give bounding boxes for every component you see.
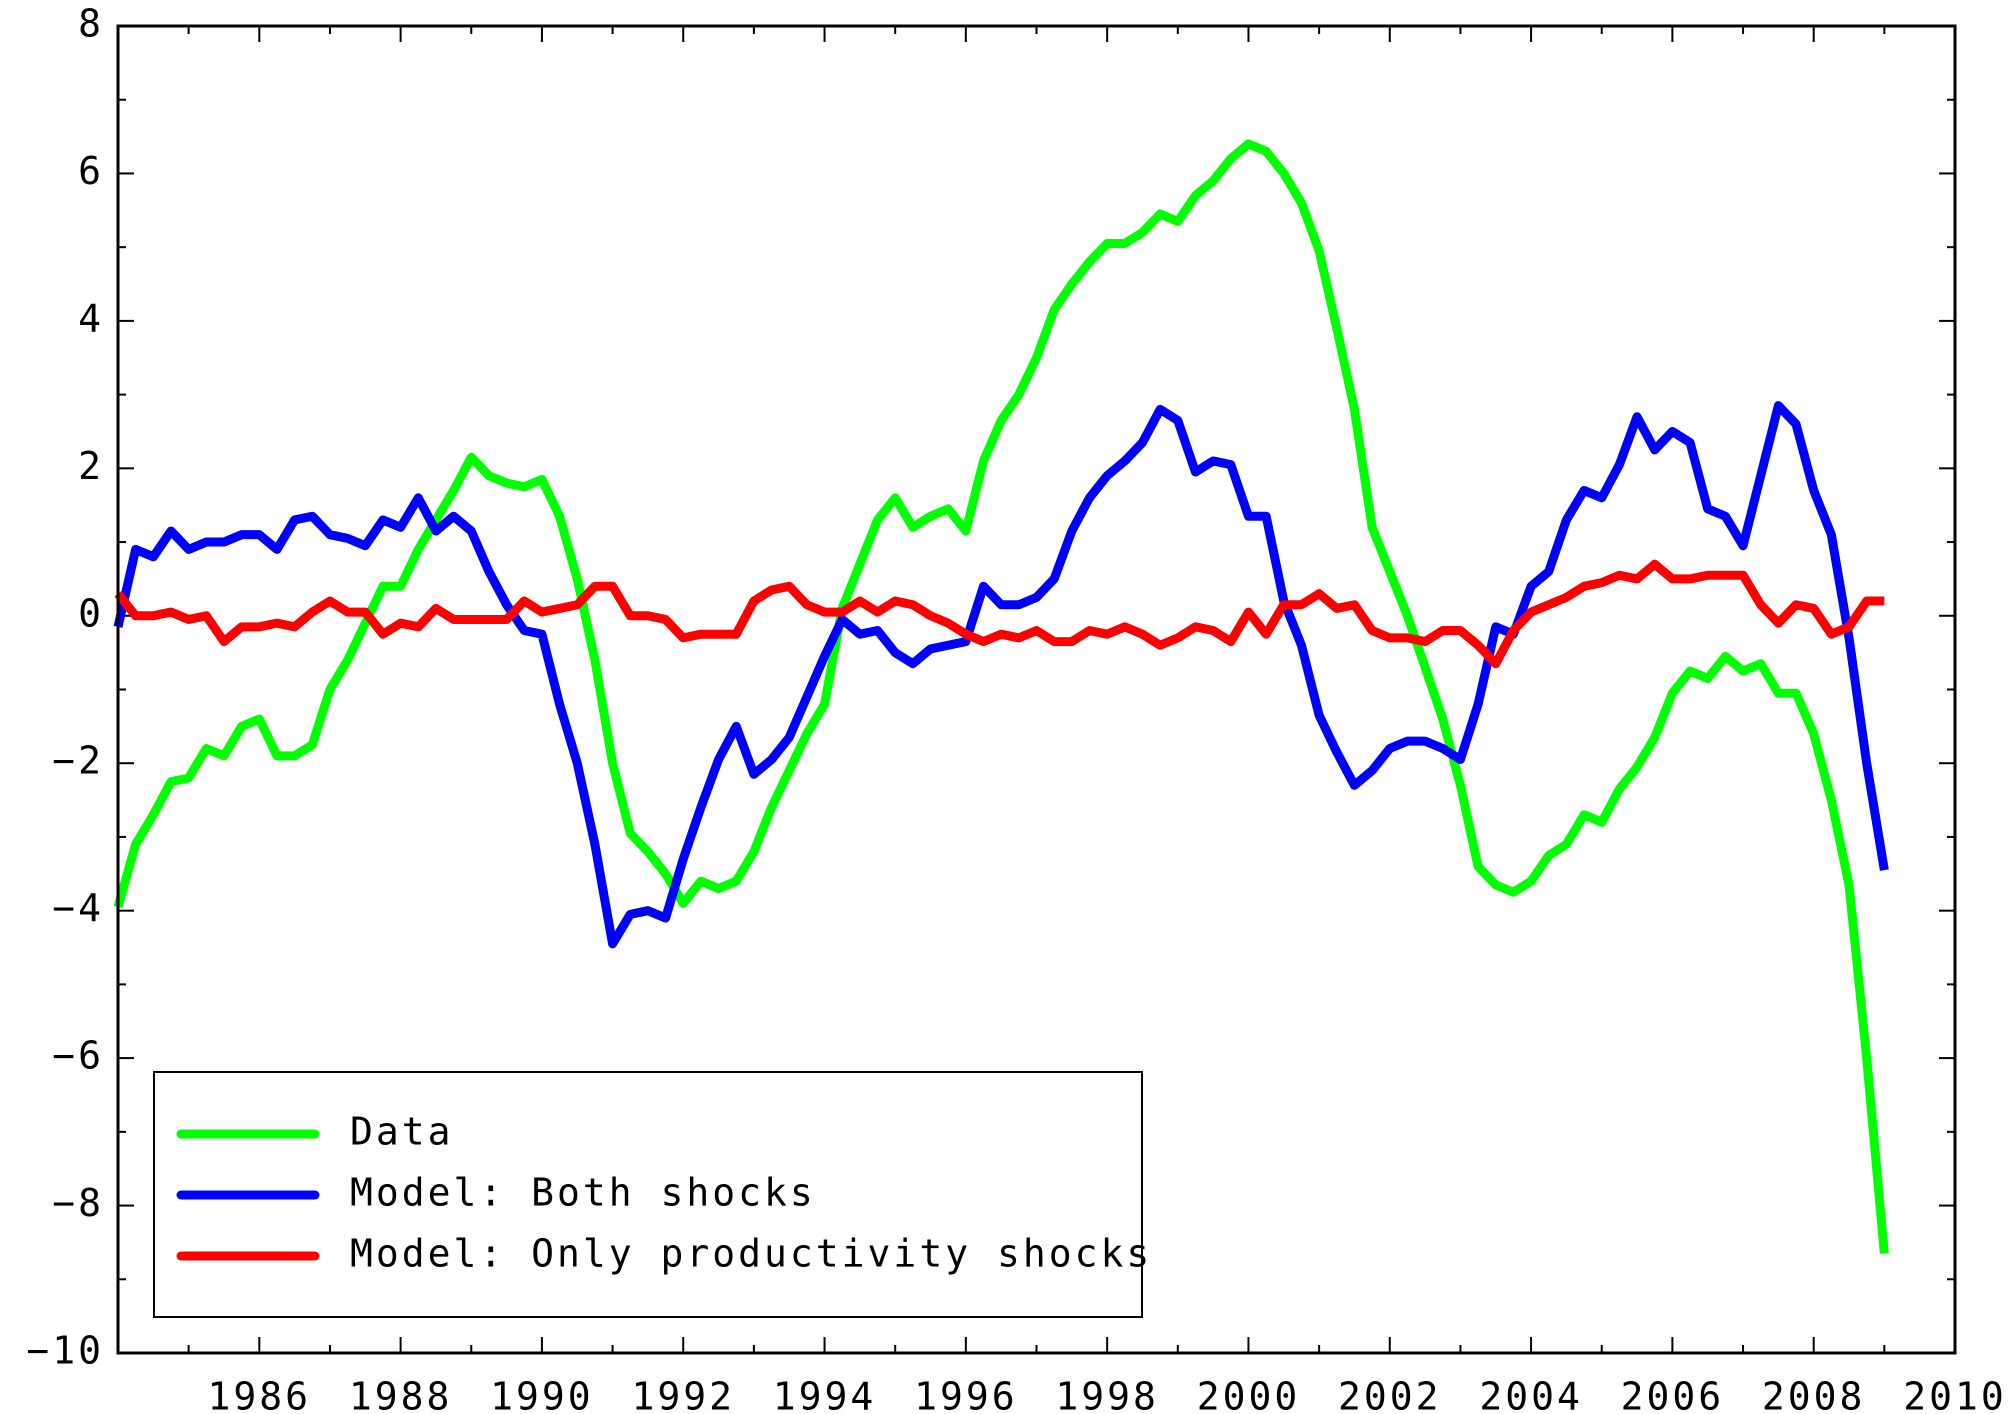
x-tick-label: 1986 <box>208 1375 312 1414</box>
x-tick-label: 1988 <box>349 1375 453 1414</box>
legend-label: Model: Only productivity shocks <box>350 1232 1152 1276</box>
x-tick-label: 1996 <box>914 1375 1018 1414</box>
legend-label: Data <box>350 1110 454 1154</box>
x-tick-label: 2010 <box>1903 1375 2007 1414</box>
y-tick-label: 8 <box>78 2 104 46</box>
plot-frame <box>116 24 1957 1355</box>
x-tick-label: 2000 <box>1197 1375 1301 1414</box>
legend-label: Model: Both shocks <box>350 1171 816 1215</box>
y-tick-label: −4 <box>52 886 104 930</box>
y-tick-label: −6 <box>52 1034 104 1078</box>
x-tick-label: 1992 <box>631 1375 735 1414</box>
y-tick-label: 4 <box>78 296 104 340</box>
data-line <box>113 139 1889 1254</box>
legend: Data Model: Both shocks Model: Only produc… <box>153 1071 1152 1318</box>
y-tick-label: 0 <box>78 591 104 635</box>
y-tick-label: 2 <box>78 444 104 488</box>
x-tick-label: 1998 <box>1055 1375 1159 1414</box>
y-tick-label: −8 <box>52 1181 104 1225</box>
x-tick-label: 2002 <box>1338 1375 1442 1414</box>
x-tick-label: 1994 <box>773 1375 877 1414</box>
x-tick-label: 2008 <box>1762 1375 1866 1414</box>
y-tick-label: 6 <box>78 149 104 193</box>
x-tick-label: 1990 <box>490 1375 594 1414</box>
x-tick-label: 2006 <box>1621 1375 1725 1414</box>
y-tick-label: −10 <box>26 1329 104 1373</box>
data-line <box>114 559 1885 669</box>
y-tick-label: −2 <box>52 739 104 783</box>
data-line <box>113 401 1889 949</box>
x-tick-label: 2004 <box>1479 1375 1583 1414</box>
